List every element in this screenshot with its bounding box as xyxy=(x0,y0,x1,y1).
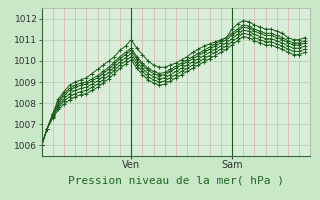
X-axis label: Pression niveau de la mer( hPa ): Pression niveau de la mer( hPa ) xyxy=(68,176,284,186)
